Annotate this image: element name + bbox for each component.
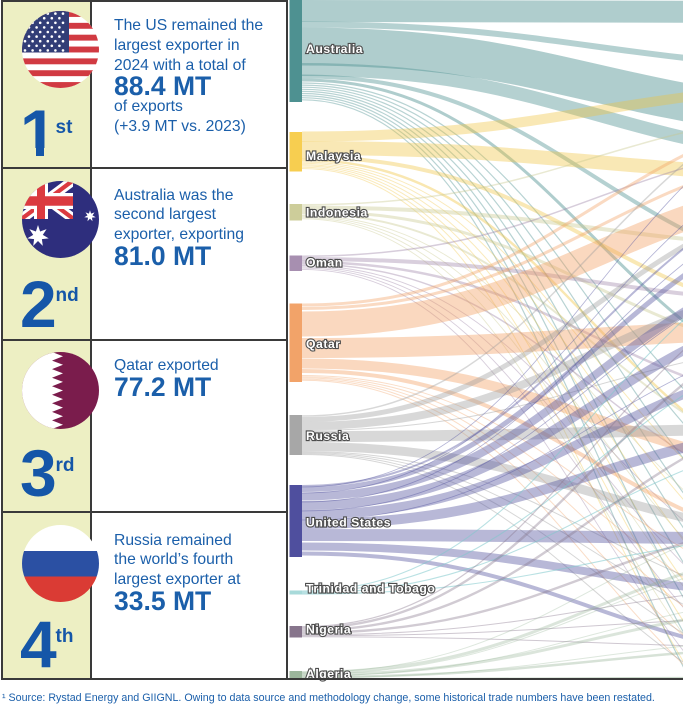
svg-text:Oman: Oman	[306, 256, 343, 270]
svg-text:Nigeria: Nigeria	[306, 623, 351, 637]
svg-text:Australia: Australia	[306, 42, 363, 56]
svg-text:Russia: Russia	[306, 429, 349, 443]
svg-text:Trinidad and Tobago: Trinidad and Tobago	[306, 582, 435, 596]
svg-text:Malaysia: Malaysia	[306, 149, 361, 163]
svg-text:United States: United States	[306, 516, 391, 530]
svg-text:Indonesia: Indonesia	[306, 206, 368, 220]
svg-text:Qatar: Qatar	[306, 337, 341, 351]
